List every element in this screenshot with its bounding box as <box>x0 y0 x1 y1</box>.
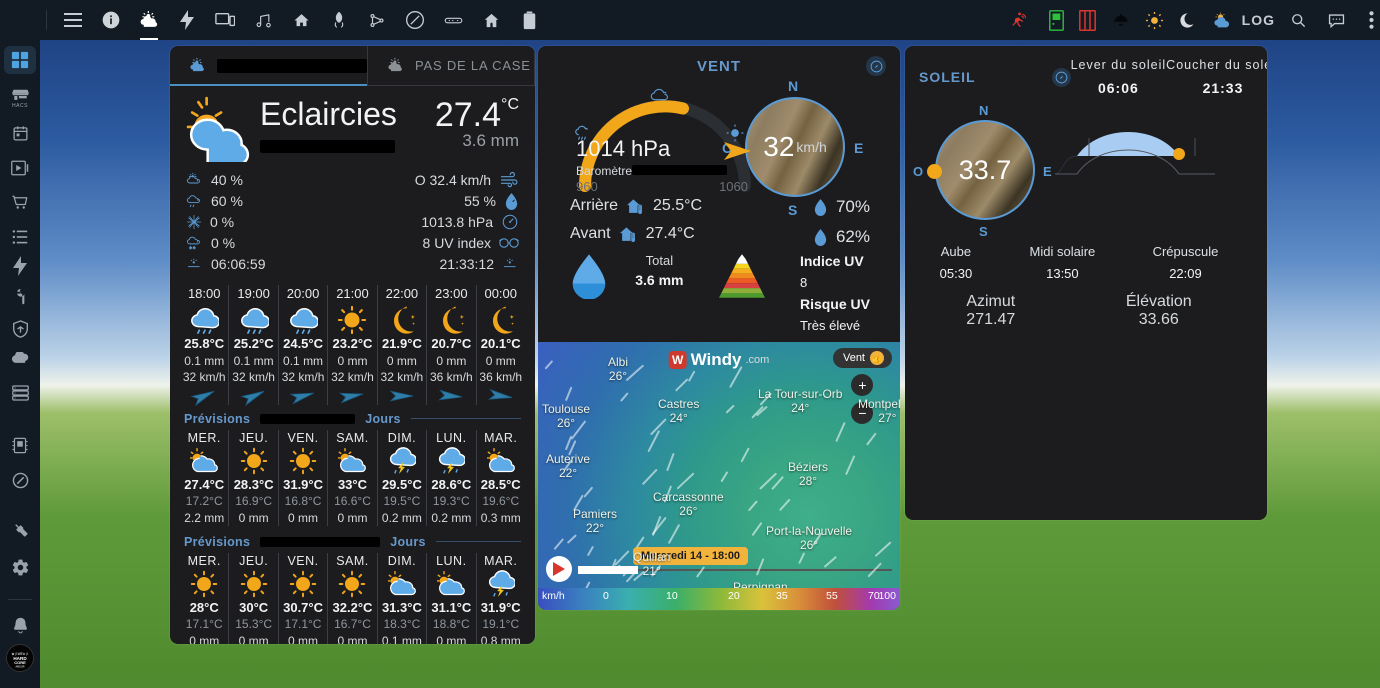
svg-text:CORE: CORE <box>14 660 26 665</box>
svg-text:AMOUR: AMOUR <box>16 665 25 668</box>
